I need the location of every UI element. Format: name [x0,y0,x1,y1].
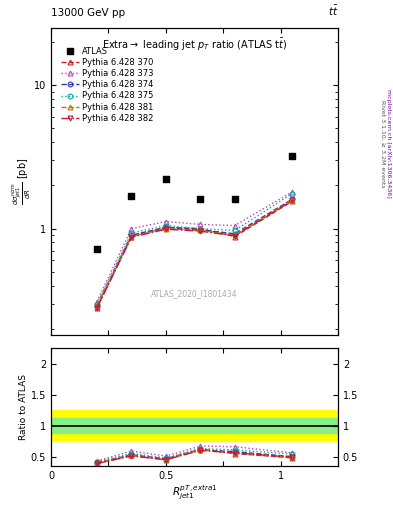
Point [289,152,295,160]
Legend: ATLAS, Pythia 6.428 370, Pythia 6.428 373, Pythia 6.428 374, Pythia 6.428 375, P: ATLAS, Pythia 6.428 370, Pythia 6.428 37… [58,45,156,125]
Text: $t\bar{t}$: $t\bar{t}$ [327,4,338,18]
Point [94,245,100,253]
Text: Rivet 3.1.10, ≥ 3.2M events: Rivet 3.1.10, ≥ 3.2M events [381,99,386,187]
Y-axis label: Ratio to ATLAS: Ratio to ATLAS [19,374,28,440]
Text: Extra$\rightarrow$ leading jet $p_{T}$ ratio (ATLAS t$\bar{t}$): Extra$\rightarrow$ leading jet $p_{T}$ r… [102,37,287,53]
Point [163,176,169,184]
Point [197,195,204,203]
Text: mcplots.cern.ch [arXiv:1306.3436]: mcplots.cern.ch [arXiv:1306.3436] [386,89,391,198]
Point [128,191,134,200]
Bar [51,410,338,441]
X-axis label: $R_{jet1}^{pT,extra1}$: $R_{jet1}^{pT,extra1}$ [172,483,217,502]
Y-axis label: $\frac{d\sigma^{norm}_{jet1}}{dR}$ [pb]: $\frac{d\sigma^{norm}_{jet1}}{dR}$ [pb] [11,158,33,205]
Bar [51,418,338,433]
Text: 13000 GeV pp: 13000 GeV pp [51,8,125,18]
Text: ATLAS_2020_I1801434: ATLAS_2020_I1801434 [151,289,238,298]
Point [231,195,238,203]
